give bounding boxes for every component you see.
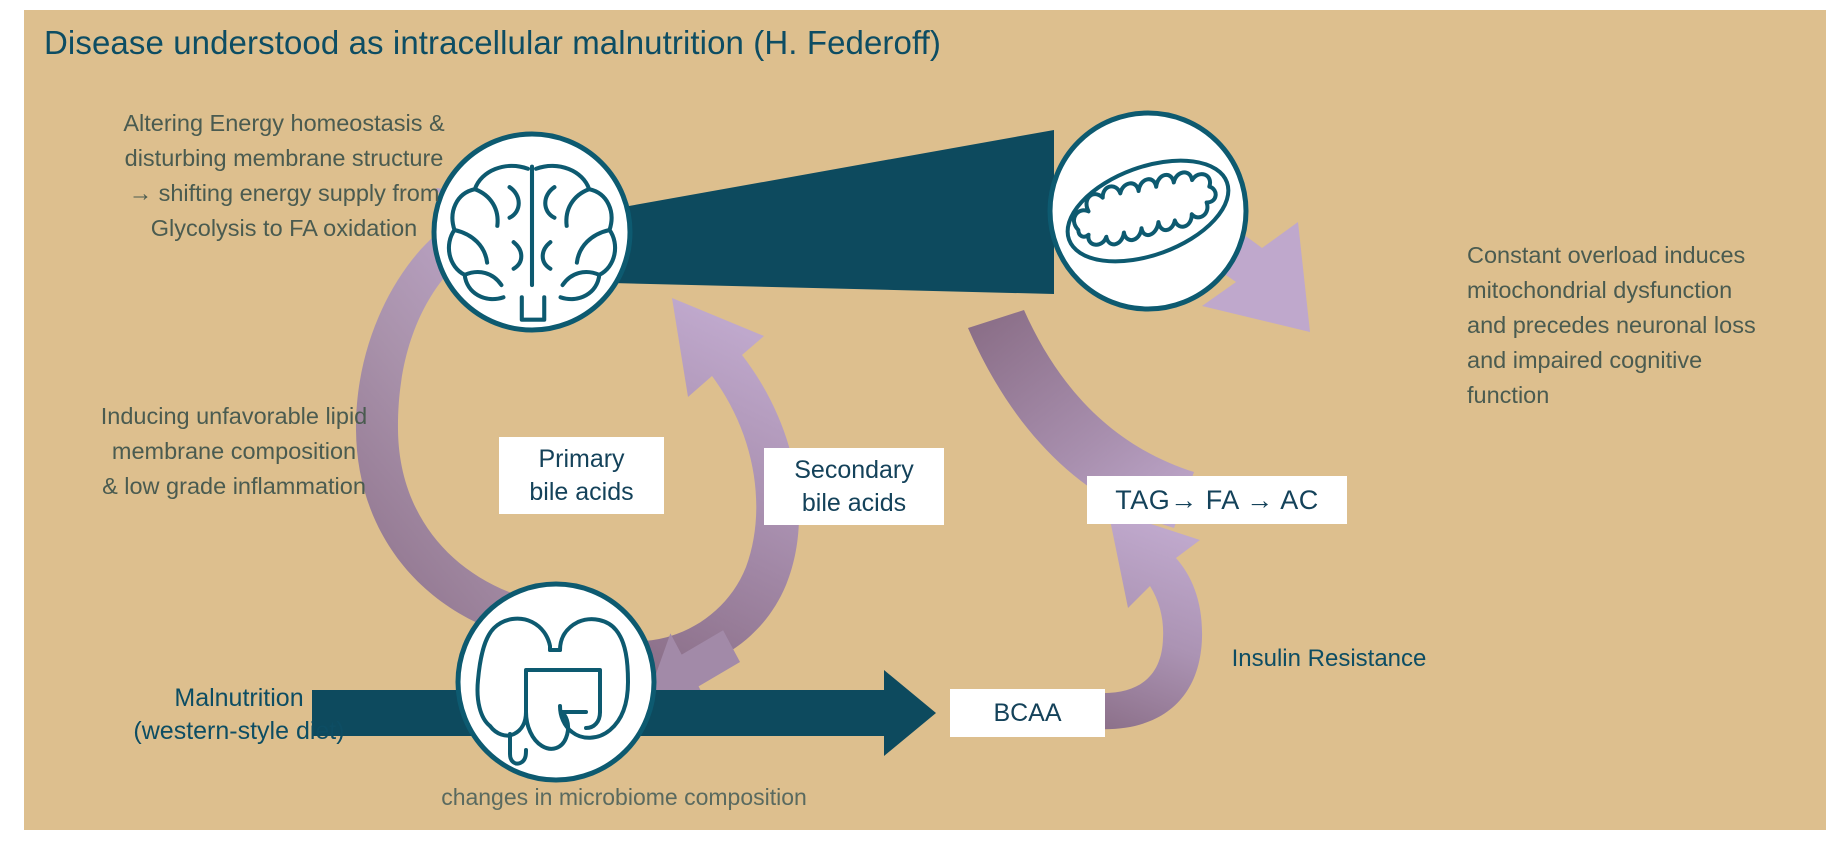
box-tag-fa-ac: TAG→ FA → AC: [1087, 476, 1347, 524]
label-insulin-resistance: Insulin Resistance: [1231, 645, 1427, 672]
box-secondary-bile-acids: Secondary bile acids: [764, 448, 944, 525]
note-energy-homeostasis: Altering Energy homeostasis & disturbing…: [123, 110, 445, 241]
secondary-bile-acids-arrow: [644, 298, 800, 706]
box-bcaa: BCAA: [950, 689, 1105, 737]
content-panel: Disease understood as intracellular maln…: [24, 10, 1826, 830]
intestine-icon: [455, 581, 657, 783]
note-lipid-membrane: Inducing unfavorable lipid membrane comp…: [100, 403, 368, 499]
brain-mitochondria-connector: [612, 130, 1054, 294]
note-constant-overload: Constant overload induces mitochondrial …: [1467, 242, 1756, 408]
mitochondria-icon: [1047, 110, 1249, 312]
bcaa-to-tag-arrow: [1084, 510, 1203, 730]
box-primary-bile-acids: Primary bile acids: [499, 437, 664, 514]
diagram-artwork: [312, 110, 1310, 783]
note-microbiome-composition: changes in microbiome composition: [441, 784, 807, 810]
brain-icon: [431, 131, 633, 333]
label-malnutrition: Malnutrition (western-style diet): [133, 684, 345, 745]
mitochondria-to-tag-arrow: [968, 310, 1194, 528]
page-title: Disease understood as intracellular maln…: [44, 24, 942, 61]
left-cycle-arrow: [355, 188, 580, 647]
